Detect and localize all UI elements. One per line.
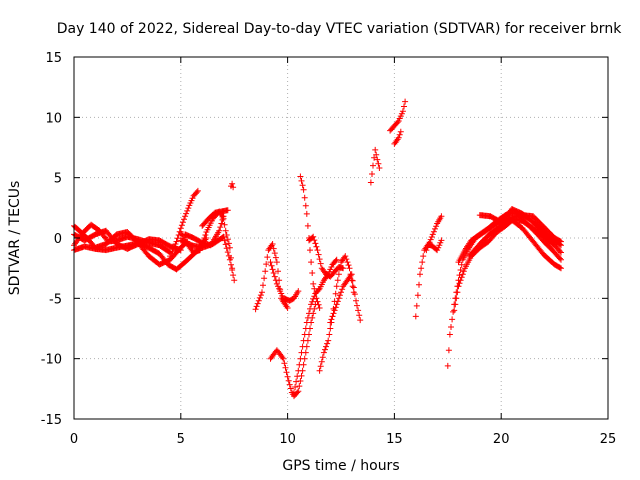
series-20 [387, 98, 409, 134]
series-8-markers [177, 233, 238, 284]
series-21-markers [391, 128, 404, 147]
series-27-markers [466, 216, 564, 272]
series-19 [367, 146, 383, 186]
y-tick-label: -15 [41, 413, 62, 428]
x-tick-label: 25 [600, 432, 617, 447]
series-21 [391, 128, 404, 147]
y-axis-label: SDTVAR / TECUs [7, 181, 23, 296]
y-tick-label: 15 [45, 51, 62, 66]
series-18-markers [327, 271, 364, 326]
x-tick-label: 20 [493, 432, 510, 447]
series-28 [476, 206, 564, 249]
series-12-markers [267, 259, 302, 304]
axis-ticks: 0 5 10 15 20 25 -15 -10 -5 0 5 10 15 [41, 51, 617, 447]
series-23 [423, 213, 445, 254]
grid-lines [74, 57, 608, 419]
chart-title: Day 140 of 2022, Sidereal Day-to-day VTE… [57, 21, 622, 37]
series-14 [291, 256, 340, 396]
x-tick-label: 15 [386, 432, 403, 447]
series-14-markers [291, 256, 340, 396]
series-10 [228, 180, 237, 191]
x-tick-label: 0 [70, 432, 78, 447]
series-9 [199, 207, 231, 229]
series-12 [267, 259, 302, 304]
data-points [71, 98, 564, 400]
x-tick-label: 10 [279, 432, 296, 447]
series-27 [466, 216, 564, 272]
y-tick-label: 0 [54, 232, 62, 247]
series-13 [267, 301, 319, 400]
series-18 [327, 271, 364, 326]
x-axis-label: GPS time / hours [282, 458, 399, 474]
series-19-markers [367, 146, 383, 186]
series-8 [177, 233, 238, 284]
series-28-markers [476, 206, 564, 249]
y-tick-label: 5 [54, 172, 62, 187]
series-9-markers [199, 207, 231, 229]
y-tick-label: 10 [45, 111, 62, 126]
y-tick-label: -10 [41, 353, 62, 368]
series-23-markers [423, 213, 445, 254]
series-13-markers [267, 301, 319, 400]
series-20-markers [387, 98, 409, 134]
y-tick-label: -5 [49, 292, 62, 307]
x-tick-label: 5 [177, 432, 185, 447]
series-10-markers [228, 180, 237, 191]
